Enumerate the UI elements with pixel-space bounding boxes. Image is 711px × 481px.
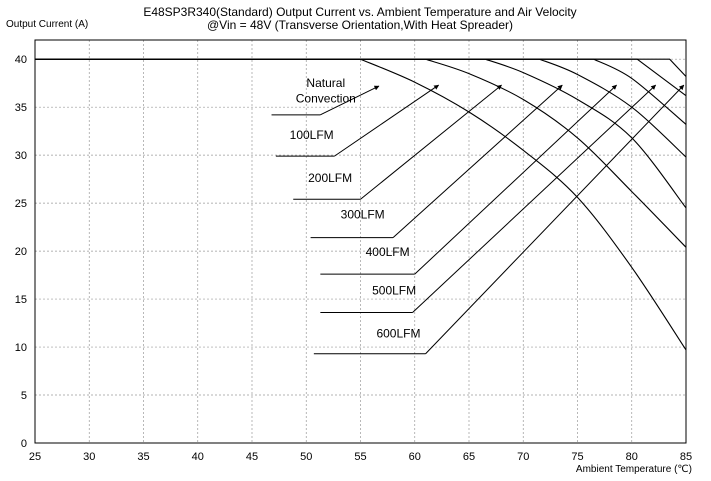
annotation-label: Natural xyxy=(306,76,345,90)
annotation-label: 100LFM xyxy=(290,128,334,142)
y-tick-label: 10 xyxy=(15,342,27,354)
annotation-leader-arrow xyxy=(320,85,380,116)
x-tick-label: 55 xyxy=(354,451,366,463)
grid-layer xyxy=(35,40,686,443)
series-line-2 xyxy=(35,58,687,248)
annotation-label: Convection xyxy=(296,91,356,105)
annotation-label: 500LFM xyxy=(372,283,416,297)
annotation-label: 300LFM xyxy=(341,207,385,221)
x-tick-label: 65 xyxy=(463,451,475,463)
y-tick-label: 20 xyxy=(15,246,27,258)
annotation-leader-arrow xyxy=(412,84,656,313)
annotation-label: 400LFM xyxy=(366,245,410,259)
annotation-leader-arrow xyxy=(334,84,440,157)
plot-frame xyxy=(34,39,687,444)
series-line-1 xyxy=(35,58,687,351)
series-line-5 xyxy=(35,58,687,125)
y-axis-label: Output Current (A) xyxy=(6,19,88,30)
annotation-leader-arrow xyxy=(392,84,563,239)
annotation-label: 200LFM xyxy=(308,171,352,185)
annotation-leader-arrow xyxy=(360,84,502,200)
y-tick-label: 30 xyxy=(15,150,27,162)
y-tick-label: 40 xyxy=(15,54,27,66)
y-tick-label: 0 xyxy=(21,438,27,450)
series-line-7 xyxy=(35,58,687,77)
x-tick-label: 35 xyxy=(137,451,149,463)
x-tick-label: 30 xyxy=(83,451,95,463)
x-tick-label: 70 xyxy=(517,451,529,463)
x-tick-label: 50 xyxy=(300,451,312,463)
x-tick-label: 45 xyxy=(246,451,258,463)
y-tick-label: 15 xyxy=(15,294,27,306)
annotation-leader-arrow xyxy=(414,84,617,275)
x-tick-label: 80 xyxy=(626,451,638,463)
x-tick-label: 75 xyxy=(571,451,583,463)
y-tick-label: 25 xyxy=(15,198,27,210)
series-layer xyxy=(35,58,687,351)
x-tick-label: 60 xyxy=(409,451,421,463)
chart-title: E48SP3R340(Standard) Output Current vs. … xyxy=(143,5,576,19)
y-tick-label: 35 xyxy=(15,102,27,114)
x-tick-label: 25 xyxy=(29,451,41,463)
x-tick-label: 40 xyxy=(192,451,204,463)
annotation-label: 600LFM xyxy=(376,326,420,340)
axis-layer: 25 30 35 40 45 50 55 60 65 70 75 80 85 0 5 10 15 20 25 30 35… xyxy=(15,39,692,463)
x-axis-label: Ambient Temperature (℃) xyxy=(576,464,692,475)
x-tick-label: 85 xyxy=(680,451,692,463)
y-tick-label: 5 xyxy=(21,390,27,402)
series-line-4 xyxy=(35,58,687,158)
annotation-leader-arrow xyxy=(425,84,685,355)
series-line-3 xyxy=(35,58,687,209)
chart-subtitle: @Vin = 48V (Transverse Orientation,With … xyxy=(207,18,513,32)
